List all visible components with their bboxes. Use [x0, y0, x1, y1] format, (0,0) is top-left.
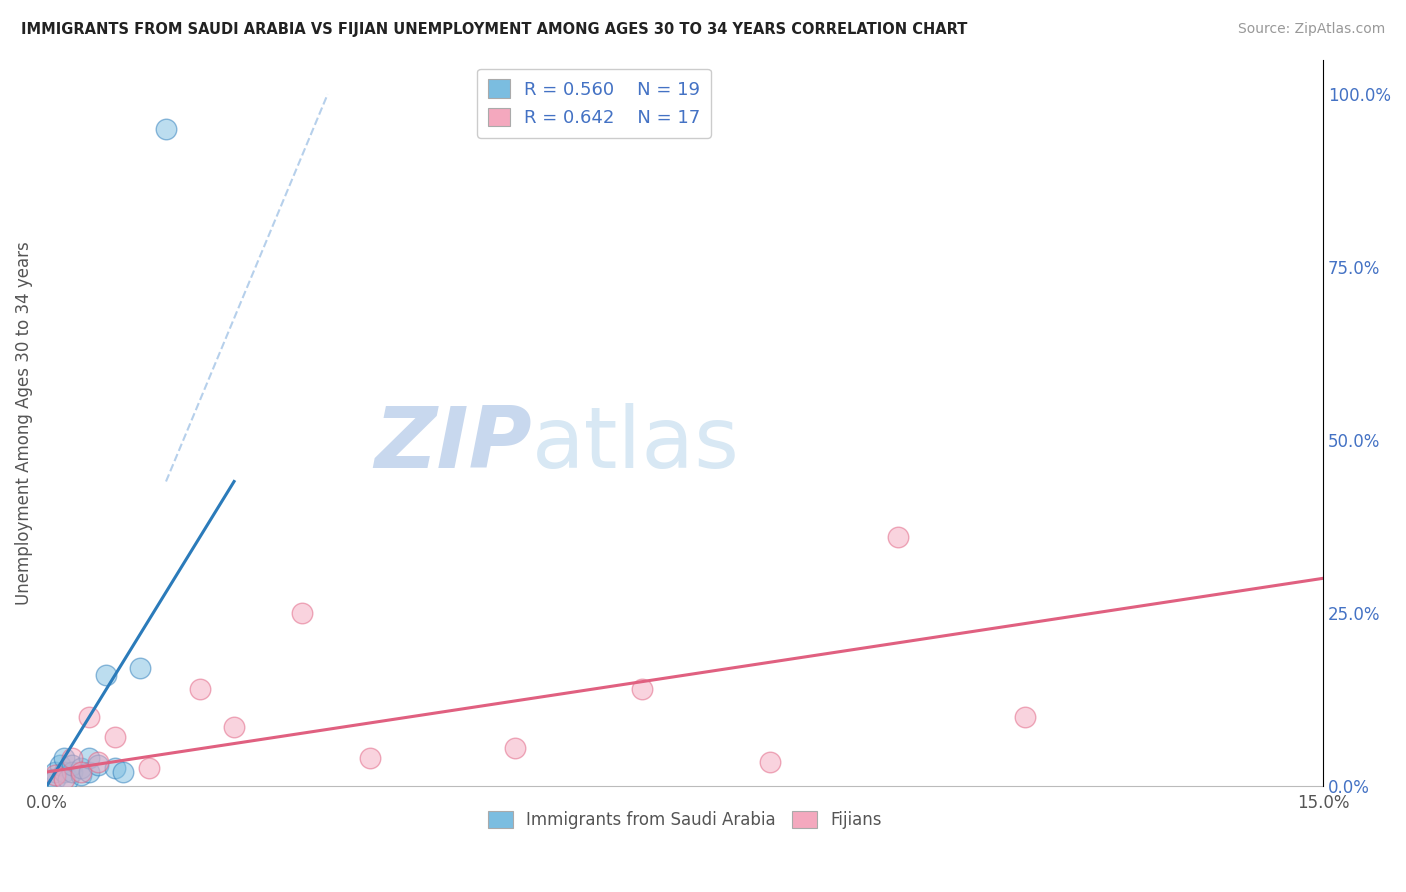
- Point: [503, 740, 526, 755]
- Point: [188, 681, 211, 696]
- Point: [155, 121, 177, 136]
- Point: [52, 764, 75, 779]
- Point: [52, 772, 75, 786]
- Point: [886, 530, 908, 544]
- Point: [48, 758, 70, 772]
- Point: [44, 772, 66, 786]
- Point: [1014, 709, 1036, 723]
- Point: [222, 720, 245, 734]
- Point: [62, 764, 84, 779]
- Legend: Immigrants from Saudi Arabia, Fijians: Immigrants from Saudi Arabia, Fijians: [481, 804, 889, 836]
- Text: IMMIGRANTS FROM SAUDI ARABIA VS FIJIAN UNEMPLOYMENT AMONG AGES 30 TO 34 YEARS CO: IMMIGRANTS FROM SAUDI ARABIA VS FIJIAN U…: [21, 22, 967, 37]
- Point: [96, 668, 118, 682]
- Text: atlas: atlas: [531, 403, 740, 486]
- Point: [79, 764, 101, 779]
- Point: [631, 681, 654, 696]
- Point: [56, 772, 79, 786]
- Point: [39, 772, 62, 786]
- Point: [87, 755, 110, 769]
- Point: [291, 606, 314, 620]
- Point: [138, 762, 160, 776]
- Point: [62, 758, 84, 772]
- Y-axis label: Unemployment Among Ages 30 to 34 years: Unemployment Among Ages 30 to 34 years: [15, 241, 32, 605]
- Point: [70, 764, 93, 779]
- Point: [44, 768, 66, 782]
- Point: [70, 768, 93, 782]
- Point: [52, 751, 75, 765]
- Point: [129, 661, 152, 675]
- Point: [87, 758, 110, 772]
- Point: [62, 751, 84, 765]
- Text: ZIP: ZIP: [374, 403, 531, 486]
- Point: [44, 764, 66, 779]
- Point: [759, 755, 782, 769]
- Point: [70, 762, 93, 776]
- Point: [104, 762, 127, 776]
- Point: [112, 764, 135, 779]
- Point: [79, 751, 101, 765]
- Point: [104, 731, 127, 745]
- Point: [79, 709, 101, 723]
- Text: Source: ZipAtlas.com: Source: ZipAtlas.com: [1237, 22, 1385, 37]
- Point: [359, 751, 381, 765]
